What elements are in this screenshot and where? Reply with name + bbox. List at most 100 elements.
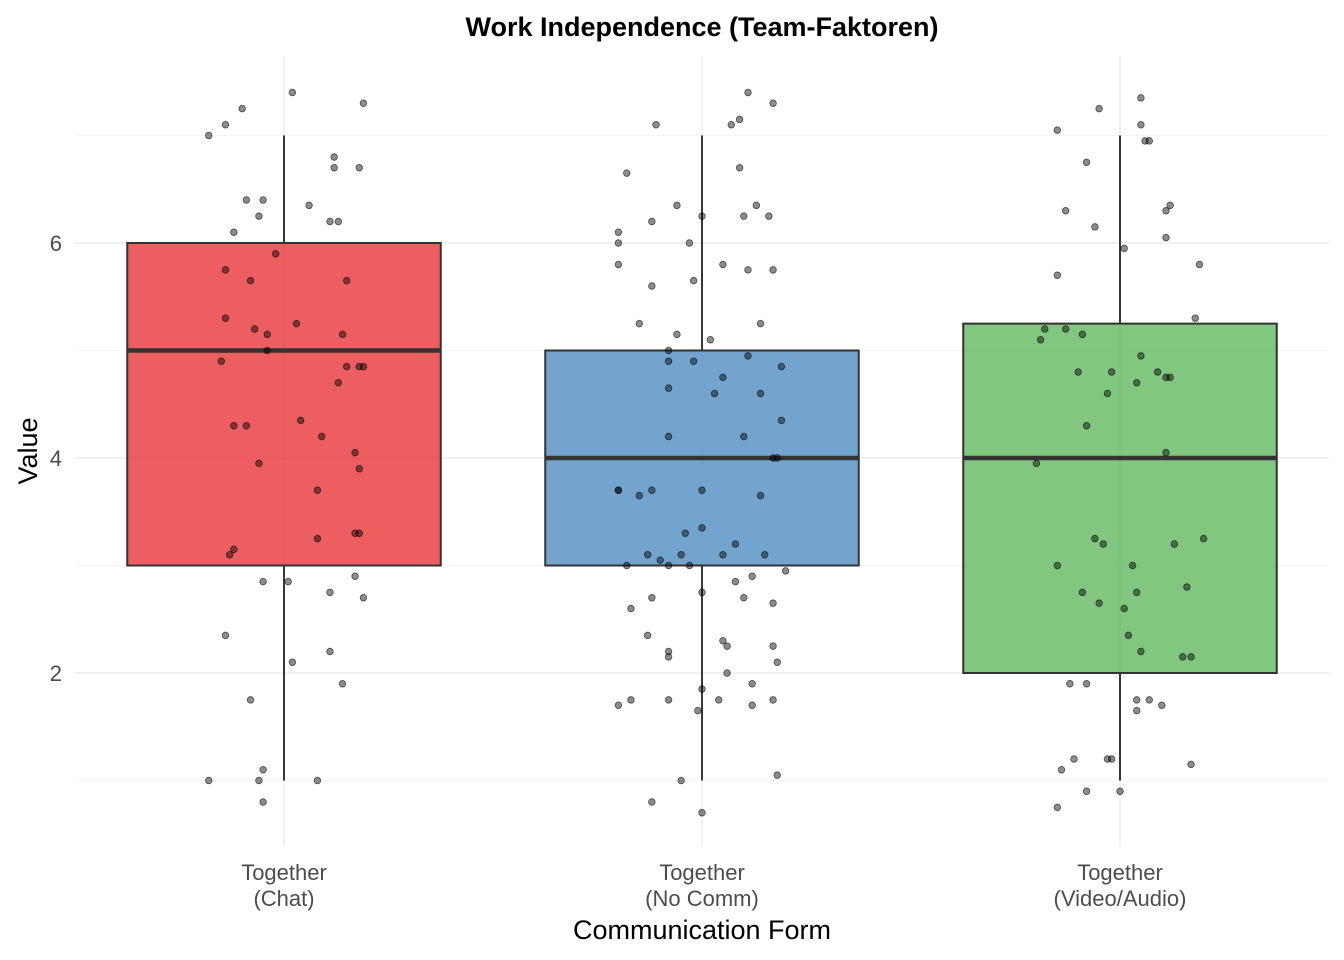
data-point [735, 164, 744, 172]
data-point [698, 588, 706, 597]
data-point [355, 465, 363, 473]
data-point [748, 680, 756, 688]
data-point [259, 577, 267, 586]
data-point [1187, 760, 1195, 769]
data-point [1032, 459, 1041, 468]
data-point [1162, 448, 1170, 457]
data-point [706, 336, 715, 344]
data-point [740, 432, 748, 441]
data-point [221, 631, 230, 640]
data-point [664, 647, 673, 656]
data-point [698, 809, 706, 817]
data-point [1120, 604, 1128, 613]
data-point [689, 357, 698, 365]
data-point [685, 561, 694, 570]
data-point [284, 577, 292, 586]
data-point [698, 486, 706, 494]
data-point [1053, 561, 1061, 570]
data-point [326, 647, 334, 656]
data-point [230, 545, 238, 554]
data-point [769, 642, 777, 650]
data-point [1128, 561, 1137, 570]
data-point [664, 653, 673, 661]
data-point [355, 529, 363, 537]
data-point [1103, 755, 1112, 763]
data-point [288, 658, 297, 666]
data-point [1133, 696, 1141, 704]
data-point [698, 212, 706, 220]
data-point [255, 212, 263, 220]
data-point [698, 524, 706, 532]
data-point [740, 594, 748, 602]
data-point [305, 201, 313, 210]
data-point [271, 250, 280, 258]
data-point [648, 282, 656, 290]
data-point [1133, 588, 1141, 597]
data-point [769, 454, 777, 462]
data-point [217, 357, 225, 365]
data-point [359, 99, 368, 107]
data-point [1187, 653, 1195, 661]
data-point [1133, 379, 1141, 387]
data-point [731, 540, 740, 548]
data-point [719, 637, 727, 645]
data-point [756, 319, 765, 328]
data-point [1053, 803, 1061, 812]
data-point [338, 680, 347, 688]
data-point [246, 696, 255, 704]
y-tick-label: 2 [50, 661, 62, 686]
data-point [723, 669, 731, 677]
data-point [1091, 223, 1099, 231]
data-point [1066, 680, 1074, 688]
data-point [242, 422, 251, 430]
data-point [627, 696, 635, 704]
data-point [710, 389, 719, 398]
data-point [681, 529, 689, 537]
data-point [288, 88, 297, 97]
data-point [664, 696, 673, 704]
data-point [1082, 680, 1091, 688]
data-point [698, 685, 706, 693]
data-point [627, 604, 635, 613]
data-point [1137, 121, 1145, 129]
data-point [1158, 701, 1166, 709]
data-point [343, 362, 351, 371]
data-point [292, 319, 301, 328]
data-point [756, 491, 765, 500]
data-point [727, 121, 735, 129]
data-point [238, 104, 246, 113]
data-point [1061, 325, 1070, 333]
data-point [351, 572, 359, 580]
data-point [1166, 373, 1174, 382]
data-point [752, 201, 761, 210]
data-point [648, 217, 656, 226]
data-point [1074, 368, 1082, 376]
y-axis-ticks: 2 4 6 [50, 231, 62, 686]
data-point [1137, 94, 1145, 102]
data-point [773, 454, 781, 462]
data-point [769, 599, 777, 607]
data-point [719, 373, 727, 382]
data-point [735, 115, 744, 124]
data-point [1145, 696, 1153, 704]
data-point [1095, 104, 1103, 113]
data-point [731, 577, 740, 586]
data-point [313, 486, 322, 494]
data-point [1183, 583, 1191, 591]
data-point [673, 330, 681, 339]
data-point [330, 153, 338, 161]
data-point [761, 551, 769, 559]
data-point [723, 642, 731, 650]
data-point [313, 534, 322, 543]
data-point [334, 379, 343, 387]
data-point [769, 99, 777, 107]
data-point [1162, 373, 1170, 382]
chart-title: Work Independence (Team-Faktoren) [465, 12, 938, 42]
data-point [719, 551, 727, 559]
data-point [343, 276, 351, 285]
data-point [1099, 540, 1107, 548]
data-point [1078, 330, 1087, 339]
data-point [351, 529, 359, 537]
data-point [355, 164, 363, 172]
